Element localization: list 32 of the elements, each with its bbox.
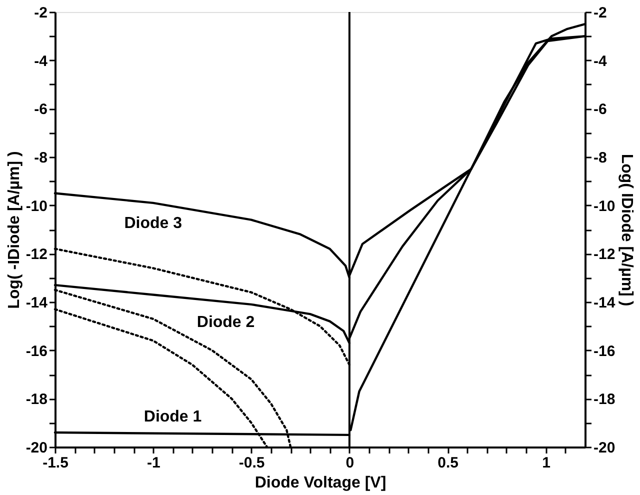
annotation: Diode 3 bbox=[124, 214, 182, 232]
y-tick-label: -8 bbox=[34, 150, 48, 166]
x-tick-label: 0 bbox=[346, 454, 354, 472]
y-tick-label: -12 bbox=[26, 246, 48, 264]
x-tick-label: -1.5 bbox=[42, 454, 68, 472]
y2-tick-label: -4 bbox=[594, 52, 608, 70]
x-tick-label: -0.5 bbox=[238, 454, 265, 472]
y2-tick-label: -2 bbox=[594, 4, 607, 22]
y2-tick-label: -20 bbox=[594, 440, 616, 456]
y-tick-label: -20 bbox=[26, 440, 48, 456]
x-tick-label: 1 bbox=[542, 454, 550, 472]
y-tick-label: -4 bbox=[34, 52, 48, 70]
x-axis-title: Diode Voltage [V] bbox=[254, 474, 386, 492]
y2-tick-label: -10 bbox=[594, 198, 616, 215]
x-tick-label: 0.5 bbox=[438, 454, 459, 472]
y-tick-label: -10 bbox=[26, 198, 48, 215]
annotation: Diode 2 bbox=[196, 314, 255, 331]
y2-axis-title: Log( IDiode [A/µm] ) bbox=[618, 154, 636, 306]
y-axis-title: Log( -IDiode [A/µm] ) bbox=[6, 151, 23, 309]
y-tick-label: -2 bbox=[34, 4, 48, 22]
y2-tick-label: -18 bbox=[594, 391, 616, 408]
y-tick-label: -16 bbox=[26, 342, 48, 360]
annotation: Diode 1 bbox=[144, 408, 202, 426]
y2-tick-label: -8 bbox=[594, 150, 607, 166]
y-tick-label: -6 bbox=[34, 101, 48, 118]
y-tick-label: -14 bbox=[26, 294, 48, 312]
y2-tick-label: -6 bbox=[594, 101, 607, 118]
y-tick-label: -18 bbox=[26, 391, 48, 408]
x-tick-label: -1 bbox=[146, 454, 160, 472]
y2-tick-label: -12 bbox=[594, 246, 616, 264]
y2-tick-label: -16 bbox=[594, 342, 616, 360]
y2-tick-label: -14 bbox=[594, 294, 616, 312]
